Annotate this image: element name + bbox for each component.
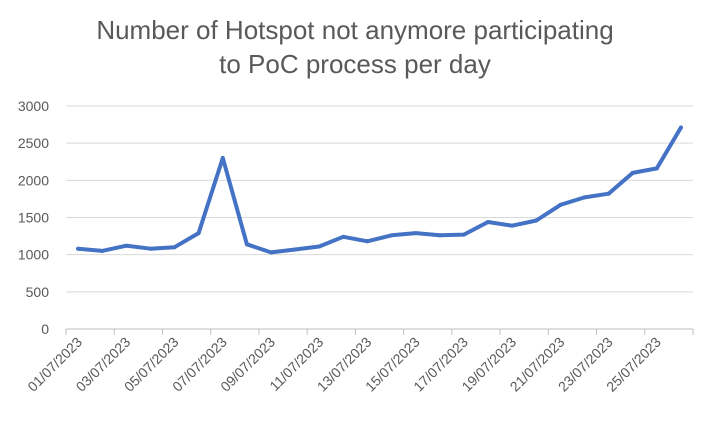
y-tick-label: 2500 (18, 135, 49, 151)
data-point (558, 202, 563, 207)
y-tick-label: 0 (41, 321, 49, 337)
data-point (172, 245, 177, 250)
data-point (293, 247, 298, 252)
data-point (341, 234, 346, 239)
data-point (76, 246, 81, 251)
data-point (486, 219, 491, 224)
data-point (220, 156, 225, 161)
data-point (148, 246, 153, 251)
series-line-0 (76, 125, 683, 255)
y-tick-label: 500 (26, 284, 50, 300)
data-point (365, 239, 370, 244)
data-point (582, 195, 587, 200)
y-tick-label: 3000 (18, 98, 49, 114)
data-point (630, 170, 635, 175)
y-tick-label: 1000 (18, 247, 49, 263)
data-point (413, 231, 418, 236)
data-point (317, 244, 322, 249)
data-point (606, 191, 611, 196)
chart-title-line-1: Number of Hotspot not anymore participat… (96, 15, 614, 45)
data-point (389, 233, 394, 238)
data-point (268, 250, 273, 255)
data-point (678, 125, 683, 130)
data-point (124, 243, 129, 248)
data-point (510, 223, 515, 228)
chart-title-line-2: to PoC process per day (219, 49, 491, 79)
y-tick-label: 2000 (18, 172, 49, 188)
data-point (461, 232, 466, 237)
data-point (100, 248, 105, 253)
y-tick-label: 1500 (18, 210, 49, 226)
data-point (196, 231, 201, 236)
data-point (534, 218, 539, 223)
data-point (654, 166, 659, 171)
data-point (437, 233, 442, 238)
data-point (244, 242, 249, 247)
